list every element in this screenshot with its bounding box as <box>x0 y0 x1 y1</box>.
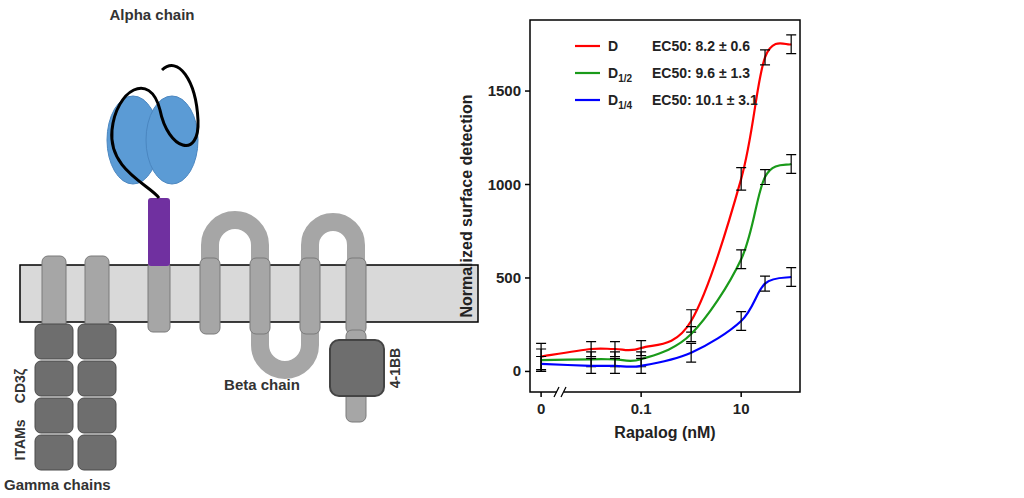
legend-name: D1/4 <box>608 92 632 111</box>
plot-area <box>536 35 796 373</box>
costim-domain <box>330 340 384 396</box>
beta-tm <box>300 258 320 334</box>
diagram: ITAMs CD3ζ Gamma chains Alpha chain 4-1BB Bet… <box>4 6 478 493</box>
error-bar <box>760 170 770 185</box>
x-tick-label: 0.1 <box>631 400 652 417</box>
itams-label: ITAMs <box>12 419 28 460</box>
legend-name: D <box>608 38 618 54</box>
legend-label: EC50: 8.2 ± 0.6 <box>652 38 750 54</box>
beta-loop <box>210 220 260 265</box>
legend-swatch <box>575 72 600 74</box>
itam-block <box>78 324 116 359</box>
series-line <box>541 164 791 361</box>
itam-block <box>35 398 73 433</box>
error-bar <box>786 155 796 174</box>
itam-block <box>35 435 73 470</box>
series-line <box>541 277 791 367</box>
y-tick-label: 1000 <box>488 176 521 193</box>
error-bar <box>636 358 646 373</box>
y-axis-label: Normalized surface detection <box>458 94 475 317</box>
error-bar <box>760 50 770 65</box>
x-tick <box>540 392 542 397</box>
error-bar <box>760 276 770 291</box>
costim-label: 4-1BB <box>387 348 403 388</box>
x-tick-label: 0 <box>537 400 545 417</box>
alpha-stalk <box>148 198 170 266</box>
beta-tm <box>200 258 220 334</box>
error-bar <box>610 358 620 373</box>
itam-block <box>78 361 116 396</box>
error-bar <box>536 349 546 371</box>
itam-block <box>78 398 116 433</box>
axis-break <box>561 387 566 397</box>
legend-label: EC50: 10.1 ± 3.1 <box>652 92 758 108</box>
alpha-label: Alpha chain <box>109 6 194 23</box>
legend-name: D1/2 <box>608 65 632 84</box>
legend-swatch <box>575 99 600 101</box>
error-bar <box>686 343 696 362</box>
gamma-tm <box>42 256 66 332</box>
alpha-loop <box>112 66 198 198</box>
y-tick <box>525 184 530 186</box>
itam-block <box>78 435 116 470</box>
beta-loop <box>260 330 310 370</box>
y-tick <box>525 277 530 279</box>
y-tick-label: 0 <box>513 362 521 379</box>
y-tick <box>525 371 530 373</box>
beta-tm <box>346 258 366 334</box>
error-bar <box>736 168 746 190</box>
legend-swatch <box>575 45 600 47</box>
error-bar <box>786 35 796 54</box>
cd3z-label: CD3ζ <box>12 368 28 403</box>
x-tick <box>640 392 642 397</box>
alpha-domain <box>146 96 198 184</box>
figure: ITAMs CD3ζ Gamma chains Alpha chain 4-1BB Bet… <box>0 0 1024 498</box>
y-tick-label: 1500 <box>488 82 521 99</box>
error-bar <box>536 356 546 371</box>
itam-block <box>35 361 73 396</box>
series-line <box>541 43 791 356</box>
error-bar <box>686 327 696 342</box>
beta-tm <box>250 258 270 334</box>
error-bar <box>736 250 746 269</box>
legend-label: EC50: 9.6 ± 1.3 <box>652 65 750 81</box>
alpha-tm <box>148 262 170 332</box>
itam-block <box>35 324 73 359</box>
x-axis-label: Rapalog (nM) <box>614 424 715 441</box>
plot-frame <box>530 20 800 392</box>
y-tick-label: 500 <box>496 269 521 286</box>
beta-label: Beta chain <box>224 376 300 393</box>
chart: 0 500 1000 1500 0 0.1 10 Rapalog (nM) Normalized… <box>458 20 800 441</box>
x-tick-label: 10 <box>733 400 750 417</box>
gamma-tm <box>85 256 109 332</box>
gamma-label: Gamma chains <box>4 476 111 493</box>
axis-break <box>554 387 559 397</box>
error-bar <box>586 358 596 373</box>
x-tick <box>740 392 742 397</box>
legend: D EC50: 8.2 ± 0.6 D1/2 EC50: 9.6 ± 1.3 D1/4 E… <box>575 38 758 111</box>
y-tick <box>525 90 530 92</box>
error-bar <box>786 268 796 287</box>
error-bar <box>736 312 746 331</box>
